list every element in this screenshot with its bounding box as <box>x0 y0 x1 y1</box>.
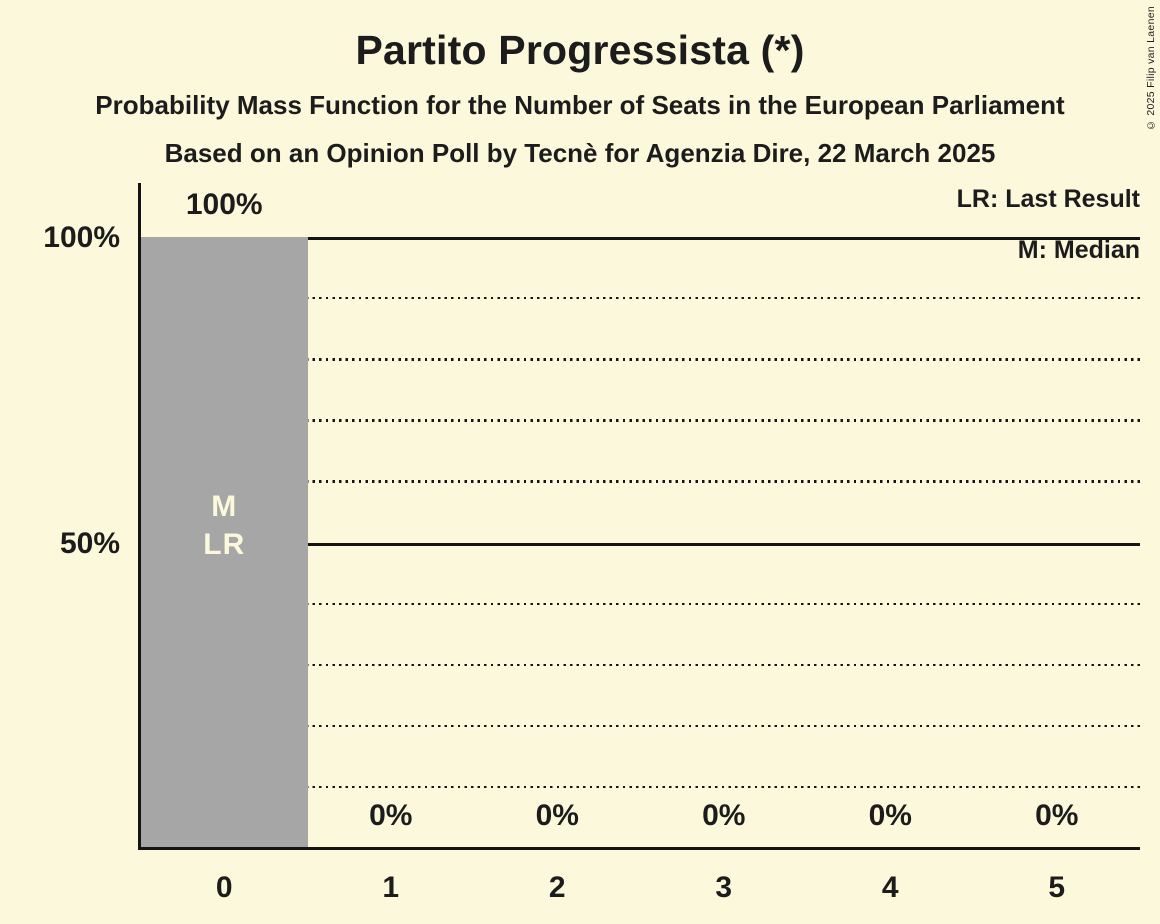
gridline-dotted-20 <box>141 724 1140 728</box>
legend-median: M: Median <box>1017 236 1140 264</box>
gridline-dotted-40 <box>141 602 1140 605</box>
bar-value-label-2: 0% <box>535 799 579 832</box>
gridline-dotted-30 <box>141 663 1140 667</box>
median-last-result-marker: M LR <box>203 490 246 561</box>
y-axis-line <box>138 183 141 850</box>
gridline-dotted-10 <box>141 785 1140 789</box>
chart-source-subtitle: Based on an Opinion Poll by Tecnè for Ag… <box>164 138 996 168</box>
y-tick-label-50: 50% <box>59 526 120 560</box>
x-tick-label-1: 1 <box>382 871 400 904</box>
gridline-dotted-80 <box>141 358 1140 361</box>
bar-value-label-4: 0% <box>868 799 912 832</box>
gridline-dotted-90 <box>141 297 1140 300</box>
x-tick-label-0: 0 <box>215 871 233 904</box>
x-tick-label-4: 4 <box>881 871 899 904</box>
x-axis-line <box>138 847 1140 850</box>
chart-title: Partito Progressista (*) <box>355 27 805 73</box>
bar-value-label-0: 100% <box>185 188 263 221</box>
gridline-dotted-70 <box>141 419 1140 422</box>
x-tick-label-2: 2 <box>548 871 566 904</box>
y-tick-label-100: 100% <box>43 221 120 254</box>
gridline-solid-50 <box>141 542 1140 546</box>
bar-0 <box>141 237 308 848</box>
bar-value-label-1: 0% <box>369 799 413 832</box>
chart-subtitle: Probability Mass Function for the Number… <box>95 90 1065 120</box>
gridline-dotted-60 <box>141 480 1140 483</box>
gridline-solid-100 <box>141 237 1140 240</box>
bar-value-label-5: 0% <box>1035 799 1079 832</box>
legend-last-result: LR: Last Result <box>956 185 1140 213</box>
x-tick-label-5: 5 <box>1048 871 1066 904</box>
x-tick-label-3: 3 <box>715 871 733 904</box>
bar-value-label-3: 0% <box>702 799 746 832</box>
